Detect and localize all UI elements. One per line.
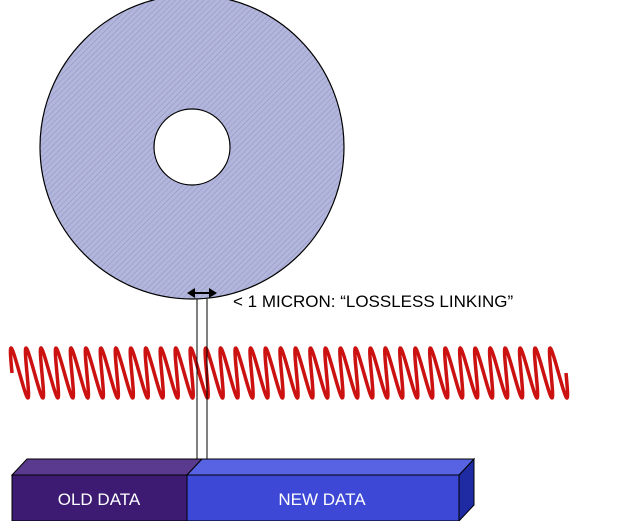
old-data-block: OLD DATA [10, 458, 204, 521]
new-data-top-face [185, 458, 476, 476]
disc-center-hole [153, 108, 231, 186]
gap-arrow-icon [187, 288, 217, 298]
new-data-label: NEW DATA [278, 490, 366, 509]
old-data-top-face [10, 458, 204, 476]
lossless-linking-label: < 1 MICRON: “LOSSLESS LINKING” [233, 292, 513, 311]
track-wave [8, 346, 570, 400]
optical-disc [39, 0, 345, 300]
old-data-label: OLD DATA [58, 490, 141, 509]
new-data-block: NEW DATA [185, 457, 476, 521]
link-gap [196, 299, 208, 462]
new-data-front-face [186, 474, 460, 521]
